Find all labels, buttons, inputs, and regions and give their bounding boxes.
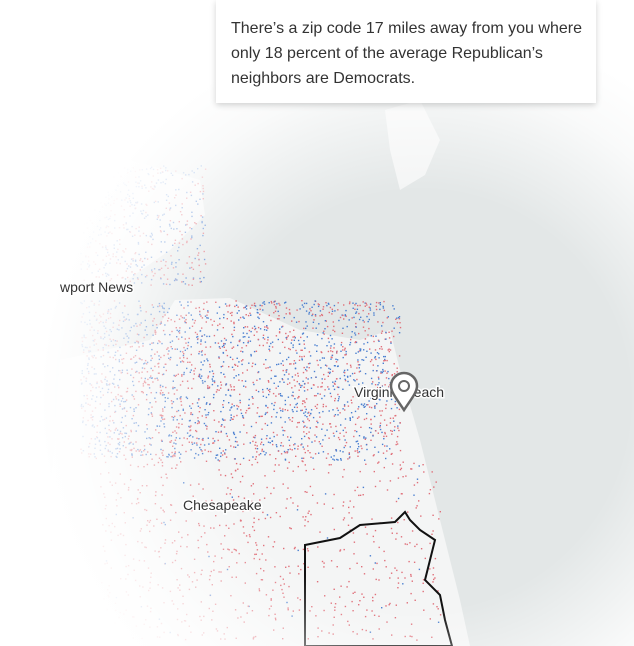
place-label: Chesapeake bbox=[183, 497, 262, 513]
tooltip: There’s a zip code 17 miles away from yo… bbox=[216, 0, 596, 103]
location-pin bbox=[389, 371, 419, 413]
place-label: wport News bbox=[59, 279, 133, 295]
pin-dot bbox=[398, 380, 410, 392]
